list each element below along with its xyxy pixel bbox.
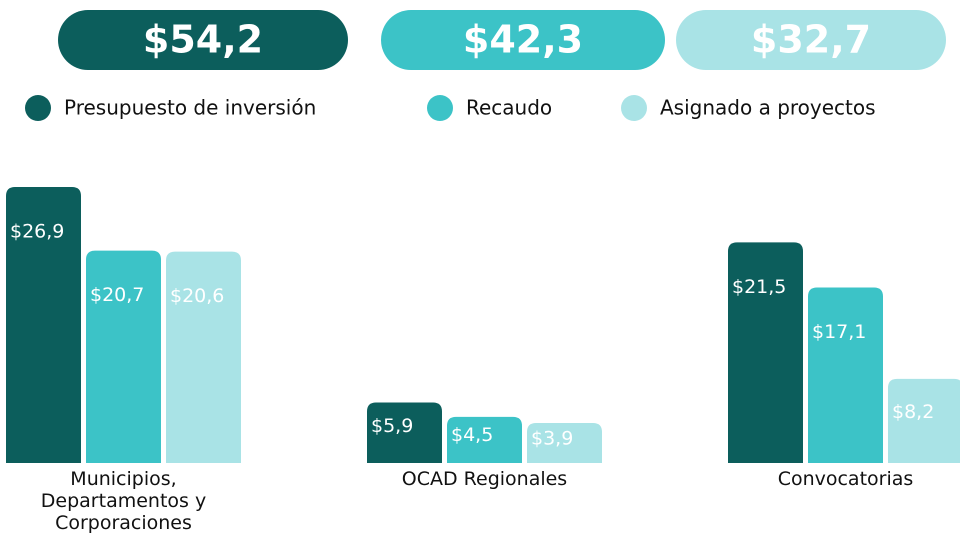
total-pill <box>381 10 665 70</box>
category-label: Convocatorias <box>777 468 914 490</box>
value-label: $21,5 <box>732 276 786 298</box>
bar <box>367 402 442 463</box>
value-label: $5,9 <box>371 415 413 437</box>
total-label: $32,7 <box>751 18 871 62</box>
legend-label: Presupuesto de inversión <box>64 96 316 120</box>
value-label: $17,1 <box>812 321 866 343</box>
bar <box>808 287 883 463</box>
category-label: Municipios, Departamentos y Corporacione… <box>40 468 207 534</box>
category-label: OCAD Regionales <box>401 468 568 490</box>
legend-label: Asignado a proyectos <box>660 96 876 120</box>
value-label: $8,2 <box>892 401 934 423</box>
value-label: $20,6 <box>170 285 224 307</box>
legend-swatch <box>621 95 647 121</box>
bar <box>527 422 602 463</box>
bar <box>86 250 161 463</box>
value-label: $20,7 <box>90 284 144 306</box>
legend-label: Recaudo <box>466 96 552 120</box>
total-pill <box>676 10 946 70</box>
total-pill <box>58 10 348 70</box>
total-label: $42,3 <box>463 18 583 62</box>
bar <box>447 416 522 463</box>
bar <box>728 242 803 463</box>
value-label: $3,9 <box>531 427 573 449</box>
bar <box>888 378 960 463</box>
total-label: $54,2 <box>143 18 263 62</box>
legend-swatch <box>427 95 453 121</box>
legend-swatch <box>25 95 51 121</box>
bar <box>6 187 81 463</box>
value-label: $26,9 <box>10 221 64 243</box>
value-label: $4,5 <box>451 424 493 446</box>
bar <box>166 251 241 463</box>
